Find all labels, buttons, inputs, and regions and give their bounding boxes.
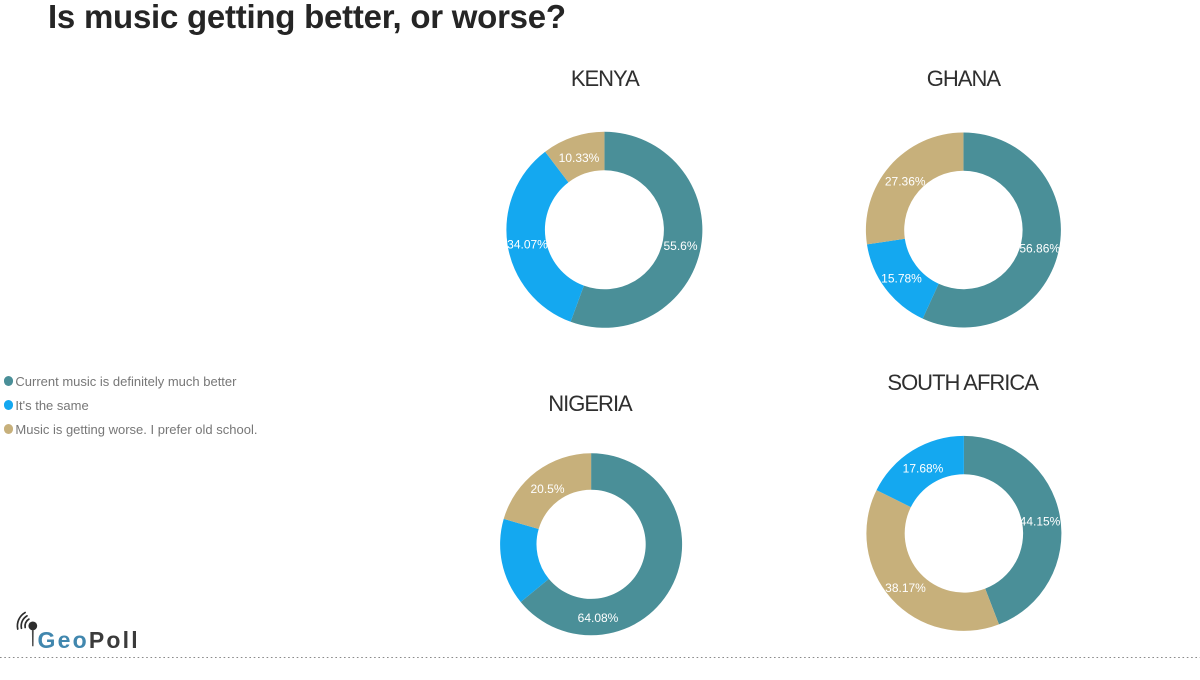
svg-text:15.78%: 15.78% <box>881 272 922 286</box>
svg-text:56.86%: 56.86% <box>1019 242 1060 256</box>
svg-text:27.36%: 27.36% <box>885 175 926 189</box>
svg-text:10.33%: 10.33% <box>559 151 600 165</box>
svg-text:38.17%: 38.17% <box>885 581 926 595</box>
svg-text:55.6%: 55.6% <box>663 239 697 253</box>
svg-text:64.08%: 64.08% <box>578 611 619 625</box>
svg-text:20.5%: 20.5% <box>530 482 564 496</box>
svg-text:44.15%: 44.15% <box>1020 515 1061 529</box>
svg-text:17.68%: 17.68% <box>903 462 944 476</box>
svg-text:34.07%: 34.07% <box>507 238 548 252</box>
